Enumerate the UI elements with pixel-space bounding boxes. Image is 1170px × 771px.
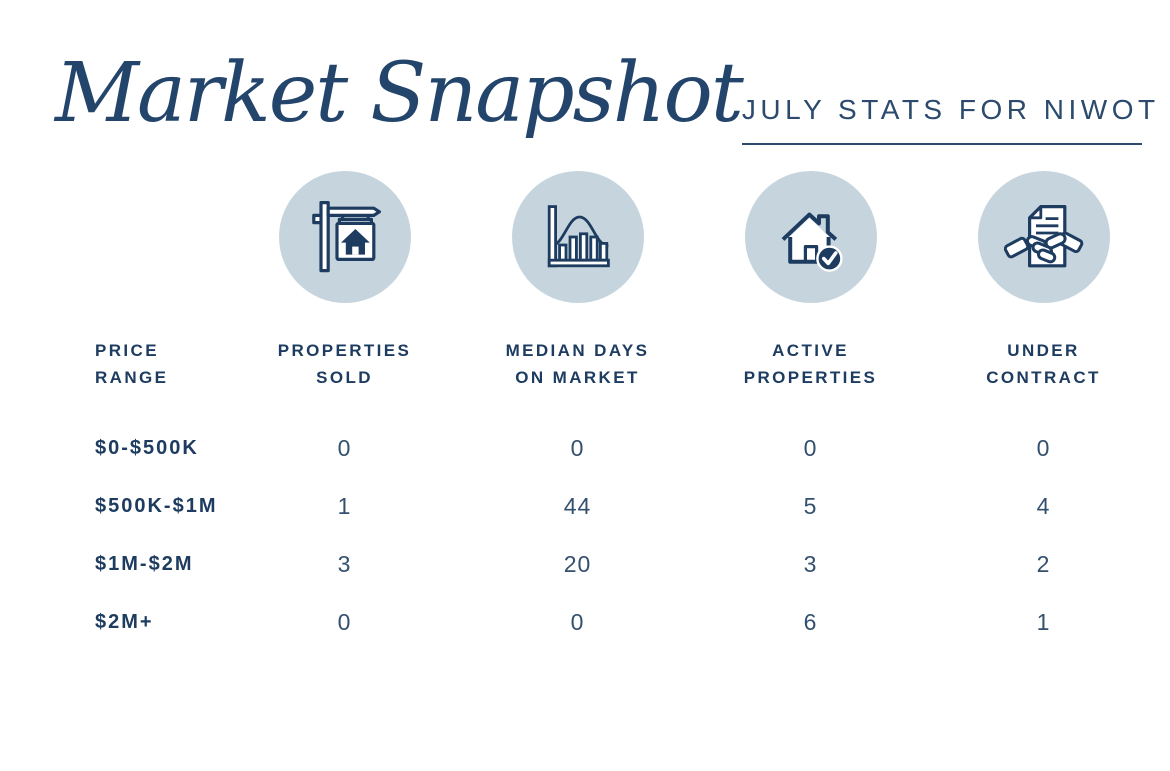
under-contract-value: 1 bbox=[1036, 608, 1051, 635]
column-header-active-properties: ACTIVE PROPERTIES bbox=[743, 341, 878, 388]
median-days-value: 44 bbox=[563, 492, 592, 519]
active-properties-value: 6 bbox=[803, 608, 818, 635]
subtitle-block: JULY STATS FOR NIWOT bbox=[741, 94, 1160, 145]
table-row: $500K-$1M 1 44 5 4 bbox=[95, 477, 1170, 535]
icon-spacer bbox=[95, 171, 228, 303]
under-contract-value: 0 bbox=[1036, 434, 1051, 461]
active-properties-value: 0 bbox=[803, 434, 818, 461]
price-range-label: $500K-$1M bbox=[95, 494, 218, 517]
median-days-value: 20 bbox=[563, 550, 592, 577]
price-range-label: $1M-$2M bbox=[95, 552, 194, 575]
table-row: $1M-$2M 3 20 3 2 bbox=[95, 535, 1170, 593]
subtitle-underline bbox=[741, 143, 1142, 145]
contract-handshake-icon bbox=[977, 171, 1110, 304]
table-row: $2M+ 0 0 6 1 bbox=[95, 593, 1170, 651]
table-row: $0-$500K 0 0 0 0 bbox=[95, 419, 1170, 477]
bar-chart-curve-icon bbox=[511, 171, 644, 304]
properties-sold-value: 3 bbox=[337, 550, 352, 577]
price-range-label: $0-$500K bbox=[95, 436, 199, 459]
under-contract-value: 4 bbox=[1036, 492, 1051, 519]
properties-sold-value: 1 bbox=[337, 492, 352, 519]
properties-sold-value: 0 bbox=[337, 434, 352, 461]
column-header-price-range: PRICE RANGE bbox=[95, 341, 169, 388]
price-range-label: $2M+ bbox=[95, 610, 154, 633]
house-check-icon bbox=[744, 171, 877, 304]
subtitle: JULY STATS FOR NIWOT bbox=[741, 94, 1160, 125]
median-days-value: 0 bbox=[570, 608, 585, 635]
column-header-median-days-on-market: MEDIAN DAYS ON MARKET bbox=[505, 341, 650, 388]
for-sale-sign-icon bbox=[278, 171, 411, 304]
column-header-properties-sold: PROPERTIES SOLD bbox=[277, 341, 412, 388]
column-header-under-contract: UNDER CONTRACT bbox=[986, 341, 1101, 388]
header: Market Snapshot JULY STATS FOR NIWOT bbox=[0, 0, 1170, 157]
properties-sold-value: 0 bbox=[337, 608, 352, 635]
active-properties-value: 3 bbox=[803, 550, 818, 577]
stat-icons-row bbox=[95, 171, 1170, 304]
under-contract-value: 2 bbox=[1036, 550, 1051, 577]
page-title: Market Snapshot bbox=[55, 46, 744, 141]
table-header-row: PRICE RANGE PROPERTIES SOLD MEDIAN DAYS … bbox=[95, 337, 1170, 391]
active-properties-value: 5 bbox=[803, 492, 818, 519]
median-days-value: 0 bbox=[570, 434, 585, 461]
